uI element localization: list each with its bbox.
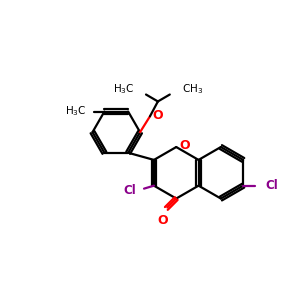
Text: O: O: [157, 214, 168, 227]
Text: H$_3$C: H$_3$C: [112, 83, 134, 97]
Text: O: O: [179, 139, 190, 152]
Text: Cl: Cl: [123, 184, 136, 197]
Text: H$_3$C: H$_3$C: [65, 105, 87, 118]
Text: CH$_3$: CH$_3$: [182, 83, 203, 97]
Text: Cl: Cl: [265, 179, 278, 192]
Text: O: O: [152, 109, 163, 122]
